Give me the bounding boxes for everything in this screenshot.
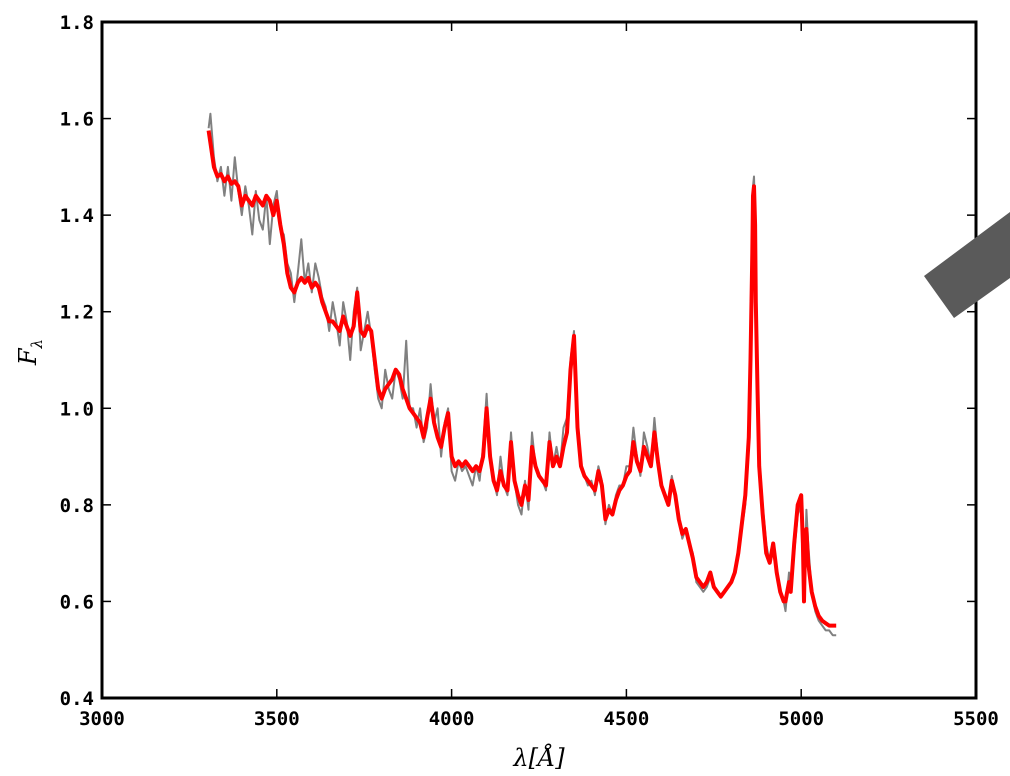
decorative-gray-wedge [924,212,1010,318]
y-tick-label: 1.8 [60,12,94,34]
plot-frame [100,20,978,700]
y-tick-label: 0.8 [60,495,94,517]
x-tick-label: 4500 [604,708,650,730]
model-spectrum-line [206,130,837,628]
y-axis-label-main: F [14,347,42,366]
x-tick-label: 3500 [254,708,300,730]
ticks-layer [101,21,977,699]
y-tick-label: 1.4 [60,205,94,227]
y-axis-label: Fλ [14,339,46,366]
observed-spectrum-line [207,112,837,637]
y-tick-label: 1.0 [60,398,94,420]
y-tick-label: 1.2 [60,302,94,324]
x-axis-label: λ[Å] [512,743,565,772]
y-tick-label: 0.4 [60,688,94,710]
series-layer [206,112,837,637]
x-tick-label: 5500 [953,708,999,730]
x-tick-label: 3000 [79,708,125,730]
y-tick-labels: 0.4 0.6 0.8 1.0 1.2 1.4 1.6 1.8 [60,12,94,710]
x-tick-label: 4000 [429,708,475,730]
x-tick-labels: 3000 3500 4000 4500 5000 5500 [79,708,999,730]
y-tick-label: 0.6 [60,591,94,613]
x-tick-label: 5000 [778,708,824,730]
y-tick-label: 1.6 [60,109,94,131]
y-axis-label-sub: λ [28,339,46,350]
